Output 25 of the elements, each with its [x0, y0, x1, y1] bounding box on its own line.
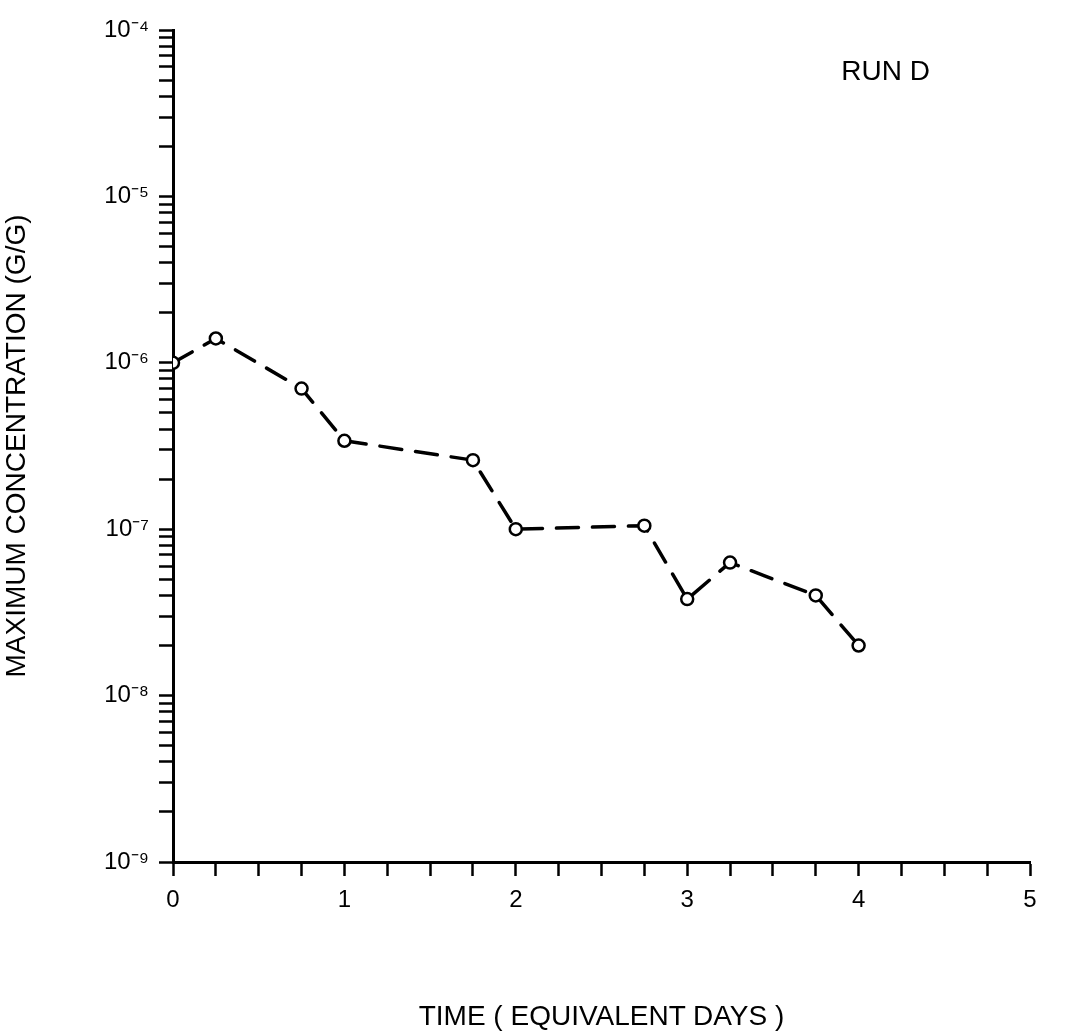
point: [637, 518, 652, 533]
point: [679, 591, 695, 607]
point: [208, 331, 224, 346]
x-axis-title: TIME ( EQUIVALENT DAYS ): [418, 999, 785, 1031]
y-tick-label: 10⁻⁷: [105, 513, 149, 541]
x-tick-label: 1: [337, 885, 352, 913]
x-tick-label: 3: [680, 885, 694, 913]
point: [808, 588, 823, 603]
x-tick-label: 5: [1023, 885, 1037, 913]
point: [294, 381, 309, 396]
point: [337, 433, 352, 449]
y-tick-label: 10⁻⁸: [104, 680, 149, 708]
y-tick-label: 10⁻⁶: [104, 347, 149, 375]
y-tick-label: 10⁻⁴: [103, 14, 149, 42]
y-tick-label: 10⁻⁹: [104, 846, 149, 874]
y-tick-label: 10⁻⁵: [104, 181, 149, 209]
point: [508, 521, 524, 537]
x-tick-label: 0: [166, 885, 180, 913]
y-axis-title: MAXIMUM CONCENTRATION (G/G): [0, 214, 31, 678]
point: [851, 638, 866, 653]
point: [722, 555, 738, 570]
annotation: RUN D: [841, 55, 930, 86]
point: [465, 452, 481, 468]
x-tick-label: 2: [509, 885, 523, 913]
x-tick-label: 4: [851, 885, 866, 913]
